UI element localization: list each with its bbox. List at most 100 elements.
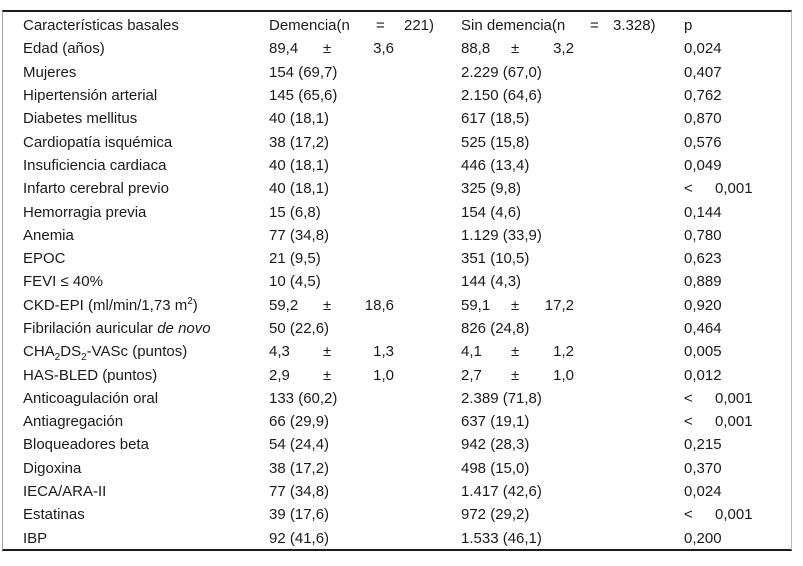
p-value-cell: 0,024 bbox=[684, 483, 791, 500]
row-label: Diabetes mellitus bbox=[3, 110, 269, 127]
demencia-cell-text: 39 (17,6) bbox=[269, 506, 330, 524]
p-value-cell: 0,576 bbox=[684, 134, 791, 151]
p-value: 0,001 bbox=[715, 389, 753, 407]
label-text: Estatinas bbox=[23, 506, 85, 524]
demencia-cell-text: 66 (29,9) bbox=[269, 413, 330, 431]
sin-demencia-cell: 2.389 (71,8) bbox=[461, 390, 684, 407]
demencia-cell-text: 50 (22,6) bbox=[269, 320, 330, 337]
p-value: 0,762 bbox=[684, 87, 722, 105]
label-text: Cardiopatía isquémica bbox=[23, 133, 173, 151]
p-value: 0,001 bbox=[715, 506, 753, 524]
demencia-cell: 40 (18,1) bbox=[269, 110, 461, 127]
demencia-cell-text: 40 (18,1) bbox=[269, 180, 330, 198]
label-text: Antiagregación bbox=[23, 413, 124, 431]
sin-demencia-cell-text: 144 (4,3) bbox=[461, 273, 522, 291]
demencia-cell-text: 40 (18,1) bbox=[269, 156, 330, 174]
demencia-cell-text: 40 (18,1) bbox=[269, 110, 330, 128]
p-value: 0,215 bbox=[684, 436, 722, 454]
demencia-cell-text: 38 (17,2) bbox=[269, 459, 330, 477]
demencia-cell: 38 (17,2) bbox=[269, 460, 461, 477]
sin-demencia-cell-text: 446 (13,4) bbox=[461, 156, 530, 174]
p-value: 0,889 bbox=[684, 273, 722, 291]
sin-demencia-cell-mean: 2,7 bbox=[461, 366, 482, 384]
header-demencia-n: 221) bbox=[404, 17, 435, 35]
sin-demencia-cell-text: 617 (18,5) bbox=[461, 110, 530, 128]
table-row: Anemia 77 (34,8) 1.129 (33,9) 0,780 bbox=[3, 224, 791, 247]
row-label: CHA2DS2-VASc (puntos) bbox=[3, 343, 269, 363]
p-value-cell: <0,001 bbox=[684, 506, 791, 523]
p-value: 0,144 bbox=[684, 203, 722, 221]
p-value: 0,870 bbox=[684, 110, 722, 128]
less-than-sign: < bbox=[684, 389, 693, 407]
p-value: 0,576 bbox=[684, 133, 722, 151]
table-row: EPOC 21 (9,5) 351 (10,5) 0,623 bbox=[3, 247, 791, 270]
p-value-cell: 0,780 bbox=[684, 227, 791, 244]
plus-minus-sign: ± bbox=[323, 343, 332, 361]
demencia-cell: 10 (4,5) bbox=[269, 273, 461, 290]
sin-demencia-cell-mean: 59,1 bbox=[461, 296, 491, 314]
demencia-cell-mean: 89,4 bbox=[269, 40, 299, 58]
demencia-cell-text: 15 (6,8) bbox=[269, 203, 321, 221]
label-text: Anticoagulación oral bbox=[23, 389, 159, 407]
sin-demencia-cell: 4,1 ±1,2 bbox=[461, 343, 684, 360]
header-sin-demencia-label: Sin demencia(n bbox=[461, 17, 566, 35]
demencia-cell: 40 (18,1) bbox=[269, 157, 461, 174]
demencia-cell: 38 (17,2) bbox=[269, 134, 461, 151]
row-label: EPOC bbox=[3, 250, 269, 267]
row-label: IBP bbox=[3, 530, 269, 547]
sin-demencia-cell: 525 (15,8) bbox=[461, 134, 684, 151]
table-row: CKD-EPI (ml/min/1,73 m2) 59,2 ±18,6 59,1 ±17… bbox=[3, 294, 791, 317]
row-label: Infarto cerebral previo bbox=[3, 180, 269, 197]
table-body: Edad (años) 89,4 ±3,6 88,8 ±3,2 0,024 Mujeres 1… bbox=[3, 37, 791, 550]
row-label: Estatinas bbox=[3, 506, 269, 523]
sin-demencia-cell-sd: 17,2 bbox=[544, 296, 574, 314]
sin-demencia-cell-text: 2.150 (64,6) bbox=[461, 87, 542, 105]
p-value: 0,012 bbox=[684, 366, 722, 384]
p-value-cell: <0,001 bbox=[684, 390, 791, 407]
demencia-cell-sd: 1,0 bbox=[373, 366, 394, 384]
sin-demencia-cell: 144 (4,3) bbox=[461, 273, 684, 290]
label-text: Mujeres bbox=[23, 63, 77, 81]
demencia-cell-mean: 2,9 bbox=[269, 366, 290, 384]
table-row: Hipertensión arterial 145 (65,6) 2.150 (64… bbox=[3, 84, 791, 107]
row-label: Hemorragia previa bbox=[3, 204, 269, 221]
sin-demencia-cell-text: 2.229 (67,0) bbox=[461, 63, 542, 81]
sin-demencia-cell: 1.129 (33,9) bbox=[461, 227, 684, 244]
p-value-cell: 0,215 bbox=[684, 436, 791, 453]
p-value-cell: 0,370 bbox=[684, 460, 791, 477]
plus-minus-sign: ± bbox=[323, 40, 332, 58]
row-label: Fibrilación auricular de novo bbox=[3, 320, 269, 337]
sin-demencia-cell: 1.417 (42,6) bbox=[461, 483, 684, 500]
row-label: Anticoagulación oral bbox=[3, 390, 269, 407]
demencia-cell-text: 21 (9,5) bbox=[269, 250, 321, 268]
label-text: Anemia bbox=[23, 226, 74, 244]
label-text: HAS-BLED (puntos) bbox=[23, 366, 158, 384]
sin-demencia-cell: 2.229 (67,0) bbox=[461, 64, 684, 81]
demencia-cell: 89,4 ±3,6 bbox=[269, 40, 461, 57]
demencia-cell: 145 (65,6) bbox=[269, 87, 461, 104]
row-label: Edad (años) bbox=[3, 40, 269, 57]
plus-minus-sign: ± bbox=[511, 296, 520, 314]
p-value: 0,370 bbox=[684, 459, 722, 477]
plus-minus-sign: ± bbox=[511, 343, 520, 361]
row-label: Antiagregación bbox=[3, 413, 269, 430]
p-value: 0,780 bbox=[684, 226, 722, 244]
p-value-cell: 0,200 bbox=[684, 530, 791, 547]
sin-demencia-cell: 637 (19,1) bbox=[461, 413, 684, 430]
sin-demencia-cell: 351 (10,5) bbox=[461, 250, 684, 267]
sin-demencia-cell: 325 (9,8) bbox=[461, 180, 684, 197]
row-label: Digoxina bbox=[3, 460, 269, 477]
sin-demencia-cell: 59,1 ±17,2 bbox=[461, 297, 684, 314]
demencia-cell: 133 (60,2) bbox=[269, 390, 461, 407]
table-row: Mujeres 154 (69,7) 2.229 (67,0) 0,407 bbox=[3, 61, 791, 84]
sin-demencia-cell-text: 1.129 (33,9) bbox=[461, 226, 542, 244]
demencia-cell-text: 92 (41,6) bbox=[269, 529, 330, 547]
label-text: FEVI ≤ 40% bbox=[23, 273, 103, 291]
label-text: Edad (años) bbox=[23, 40, 105, 58]
row-label: Hipertensión arterial bbox=[3, 87, 269, 104]
sin-demencia-cell-mean: 4,1 bbox=[461, 343, 482, 361]
sin-demencia-cell: 2.150 (64,6) bbox=[461, 87, 684, 104]
p-value-cell: 0,049 bbox=[684, 157, 791, 174]
row-label: Bloqueadores beta bbox=[3, 436, 269, 453]
table-row: Cardiopatía isquémica 38 (17,2) 525 (15,8)… bbox=[3, 130, 791, 153]
